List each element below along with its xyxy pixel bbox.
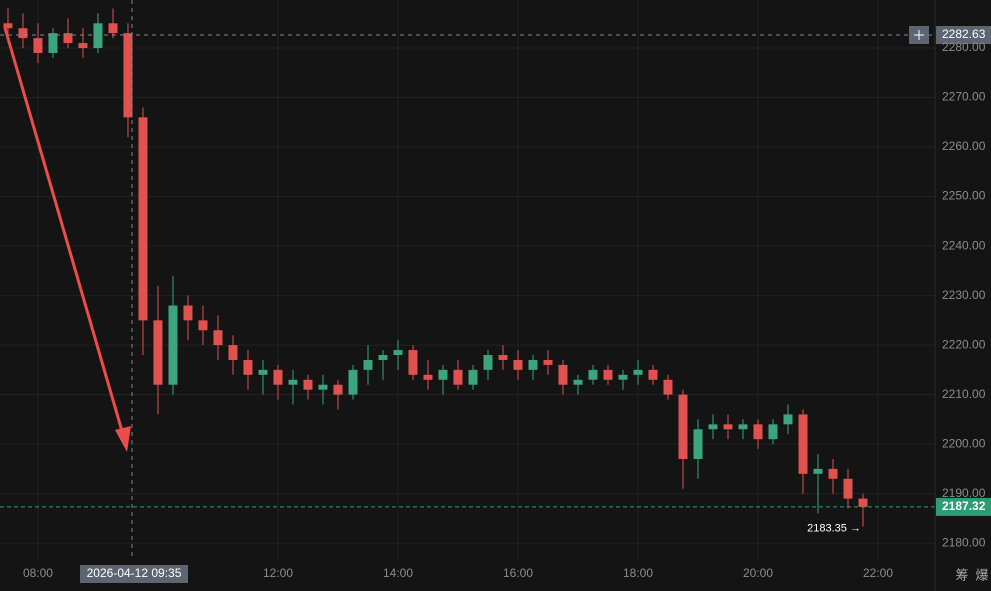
candle-body <box>3 23 13 29</box>
candle-body <box>798 414 808 474</box>
candle-body <box>708 424 718 430</box>
x-tick-label: 16:00 <box>503 566 533 580</box>
candle-body <box>558 364 568 385</box>
candle-body <box>528 359 538 370</box>
candle-body <box>228 345 238 360</box>
y-tick-label: 2200.00 <box>942 436 986 450</box>
candle-body <box>828 468 838 479</box>
candle-body <box>258 369 268 375</box>
x-tick-label: 14:00 <box>383 566 413 580</box>
candle-body <box>438 369 448 380</box>
candle-body <box>288 379 298 385</box>
candle-body <box>498 355 508 360</box>
candle-body <box>573 379 583 385</box>
toolbar-button[interactable]: 筹 <box>955 567 968 582</box>
candle-body <box>858 498 868 507</box>
candle-body <box>723 424 733 430</box>
candle-body <box>93 23 103 49</box>
candle-body <box>378 355 388 360</box>
x-tick-label: 08:00 <box>23 566 53 580</box>
candle-body <box>768 424 778 440</box>
y-tick-label: 2280.00 <box>942 40 986 54</box>
candle-body <box>633 369 643 375</box>
candle-body <box>363 359 373 370</box>
candle-body <box>693 429 703 459</box>
plus-icon <box>914 30 924 41</box>
candle-body <box>108 23 118 34</box>
last-price-box <box>936 497 991 516</box>
candle-body <box>588 369 598 380</box>
toolbar-button[interactable]: 爆 <box>975 567 988 582</box>
candle-body <box>168 305 178 385</box>
candle-body <box>63 33 73 44</box>
candle-body <box>453 369 463 385</box>
crosshair-y-label-box <box>936 26 991 45</box>
candle-body <box>813 468 823 474</box>
crosshair-y-label: 2282.63 <box>942 27 986 41</box>
candle-body <box>213 330 223 346</box>
candle-body <box>783 414 793 425</box>
candle-body <box>273 369 283 385</box>
candle-body <box>303 379 313 390</box>
candle-body <box>618 374 628 380</box>
candle-body <box>663 379 673 395</box>
candle-body <box>603 369 613 380</box>
low-label: 2183.35 → <box>807 522 861 534</box>
y-tick-label: 2230.00 <box>942 288 986 302</box>
candle-body <box>393 350 403 356</box>
annotation-arrowhead <box>115 426 131 452</box>
annotation-arrow <box>3 27 126 439</box>
candle-body <box>468 369 478 385</box>
candle-body <box>678 394 688 459</box>
candle-body <box>543 359 553 365</box>
y-tick-label: 2260.00 <box>942 139 986 153</box>
crosshair-x-label: 2026-04-12 09:35 <box>87 566 182 580</box>
last-price-label: 2187.32 <box>942 499 986 513</box>
x-tick-label: 12:00 <box>263 566 293 580</box>
candle-body <box>408 350 418 375</box>
crosshair-x-label-box <box>80 565 189 583</box>
candle-body <box>198 320 208 331</box>
candle-body <box>78 43 88 49</box>
candle-body <box>843 478 853 499</box>
candle-body <box>738 424 748 430</box>
candle-body <box>483 355 493 370</box>
candle-body <box>348 369 358 395</box>
candle-body <box>423 374 433 380</box>
y-tick-label: 2240.00 <box>942 238 986 252</box>
candle-body <box>243 359 253 375</box>
y-tick-label: 2250.00 <box>942 189 986 203</box>
y-tick-label: 2190.00 <box>942 486 986 500</box>
y-tick-label: 2220.00 <box>942 337 986 351</box>
x-tick-label: 22:00 <box>863 566 893 580</box>
candle-body <box>18 28 28 39</box>
candle-body <box>48 33 58 53</box>
x-tick-label: 18:00 <box>623 566 653 580</box>
candle-body <box>753 424 763 440</box>
candle-body <box>513 359 523 370</box>
candle-body <box>33 38 43 53</box>
candle-body <box>333 384 343 395</box>
candle-body <box>318 384 328 390</box>
y-tick-label: 2180.00 <box>942 535 986 549</box>
candle-body <box>153 320 163 385</box>
y-tick-label: 2210.00 <box>942 387 986 401</box>
candle-body <box>138 117 148 321</box>
x-tick-label: 20:00 <box>743 566 773 580</box>
candle-body <box>648 369 658 380</box>
candle-body <box>183 305 193 321</box>
y-tick-label: 2270.00 <box>942 90 986 104</box>
candle-body <box>123 33 133 118</box>
